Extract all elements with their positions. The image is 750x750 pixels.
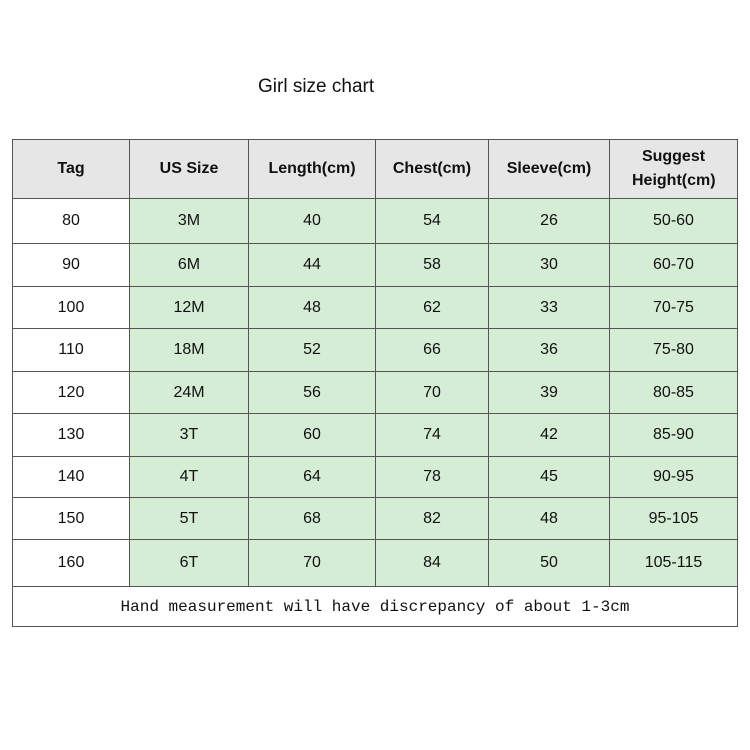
table-cell: 130 [12,413,130,457]
table-cell: 90-95 [609,456,738,498]
table-cell: 78 [375,456,489,498]
table-cell: 39 [488,371,610,414]
header-row: Tag US Size Length(cm) Chest(cm) Sleeve(cm) S… [12,139,738,199]
table-cell: 45 [488,456,610,498]
table-row: 90 6M 44 58 30 60-70 [12,243,738,287]
table-cell: 44 [248,243,376,287]
measurement-note: Hand measurement will have discrepancy o… [12,586,738,627]
table-cell: 70 [248,539,376,587]
table-cell: 42 [488,413,610,457]
column-header: Chest(cm) [375,139,489,199]
table-cell: 18M [129,328,249,372]
column-header: Suggest Height(cm) [609,139,738,199]
table-cell: 80 [12,198,130,244]
table-cell: 64 [248,456,376,498]
table-cell: 48 [248,286,376,329]
table-cell: 60-70 [609,243,738,287]
table-cell: 85-90 [609,413,738,457]
table-cell: 62 [375,286,489,329]
table-cell: 36 [488,328,610,372]
table-cell: 54 [375,198,489,244]
table-cell: 100 [12,286,130,329]
table-cell: 90 [12,243,130,287]
table-cell: 160 [12,539,130,587]
table-row: 140 4T 64 78 45 90-95 [12,456,738,498]
column-header: US Size [129,139,249,199]
table-cell: 150 [12,497,130,540]
table-cell: 84 [375,539,489,587]
table-cell: 50 [488,539,610,587]
table-cell: 3M [129,198,249,244]
table-cell: 75-80 [609,328,738,372]
table-cell: 6T [129,539,249,587]
table-row: 130 3T 60 74 42 85-90 [12,413,738,457]
table-row: 120 24M 56 70 39 80-85 [12,371,738,414]
table-cell: 110 [12,328,130,372]
table-cell: 30 [488,243,610,287]
table-cell: 40 [248,198,376,244]
table-cell: 74 [375,413,489,457]
table-cell: 80-85 [609,371,738,414]
column-header: Sleeve(cm) [488,139,610,199]
table-cell: 70-75 [609,286,738,329]
size-table: Tag US Size Length(cm) Chest(cm) Sleeve(cm) S… [12,139,738,627]
column-header: Tag [12,139,130,199]
table-cell: 66 [375,328,489,372]
note-row: Hand measurement will have discrepancy o… [12,586,738,627]
table-row: 80 3M 40 54 26 50-60 [12,198,738,244]
table-cell: 48 [488,497,610,540]
table-cell: 5T [129,497,249,540]
table-cell: 58 [375,243,489,287]
table-row: 160 6T 70 84 50 105-115 [12,539,738,587]
table-cell: 3T [129,413,249,457]
table-cell: 60 [248,413,376,457]
table-cell: 4T [129,456,249,498]
table-cell: 82 [375,497,489,540]
table-cell: 50-60 [609,198,738,244]
table-cell: 12M [129,286,249,329]
table-cell: 68 [248,497,376,540]
table-cell: 140 [12,456,130,498]
table-row: 110 18M 52 66 36 75-80 [12,328,738,372]
table-cell: 120 [12,371,130,414]
table-cell: 33 [488,286,610,329]
chart-title: Girl size chart [258,76,375,97]
table-cell: 6M [129,243,249,287]
table-cell: 95-105 [609,497,738,540]
column-header: Length(cm) [248,139,376,199]
table-cell: 52 [248,328,376,372]
table-cell: 24M [129,371,249,414]
table-cell: 26 [488,198,610,244]
table-cell: 56 [248,371,376,414]
table-cell: 70 [375,371,489,414]
table-row: 150 5T 68 82 48 95-105 [12,497,738,540]
table-row: 100 12M 48 62 33 70-75 [12,286,738,329]
table-cell: 105-115 [609,539,738,587]
